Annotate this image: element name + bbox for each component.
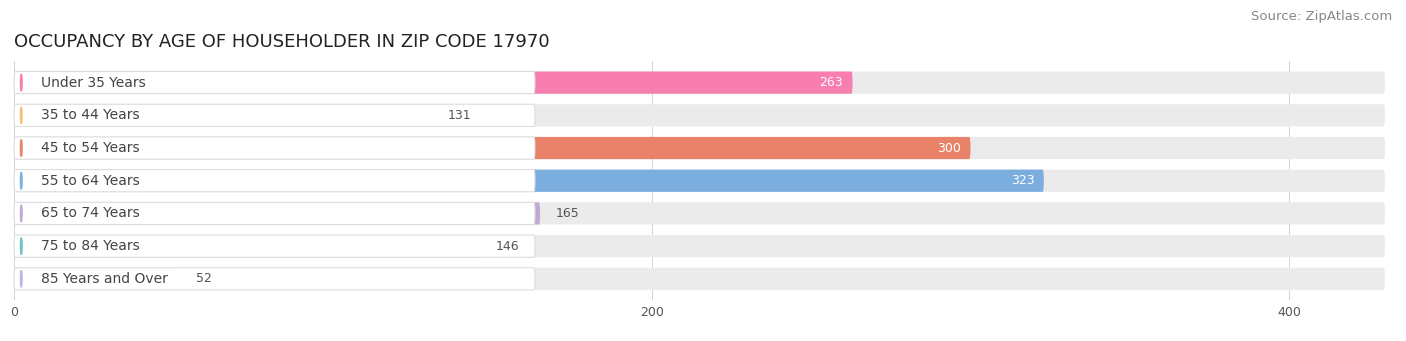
Text: Under 35 Years: Under 35 Years <box>41 76 146 90</box>
FancyBboxPatch shape <box>14 268 536 290</box>
FancyBboxPatch shape <box>14 137 1385 159</box>
FancyBboxPatch shape <box>14 268 180 290</box>
FancyBboxPatch shape <box>14 169 536 192</box>
Text: 85 Years and Over: 85 Years and Over <box>41 272 169 286</box>
Circle shape <box>21 74 22 91</box>
Text: 75 to 84 Years: 75 to 84 Years <box>41 239 141 253</box>
Circle shape <box>21 270 22 287</box>
Text: 35 to 44 Years: 35 to 44 Years <box>41 108 139 122</box>
Text: 323: 323 <box>1011 174 1035 187</box>
Text: 300: 300 <box>936 142 960 154</box>
FancyBboxPatch shape <box>14 235 1385 257</box>
Circle shape <box>21 205 22 222</box>
Text: 165: 165 <box>555 207 579 220</box>
Text: 146: 146 <box>495 240 519 253</box>
FancyBboxPatch shape <box>14 169 1385 192</box>
Text: 65 to 74 Years: 65 to 74 Years <box>41 206 141 220</box>
Circle shape <box>21 238 22 255</box>
Circle shape <box>21 107 22 124</box>
Text: 45 to 54 Years: 45 to 54 Years <box>41 141 139 155</box>
FancyBboxPatch shape <box>14 202 536 224</box>
FancyBboxPatch shape <box>14 137 536 159</box>
Text: 263: 263 <box>820 76 844 89</box>
FancyBboxPatch shape <box>14 104 536 127</box>
FancyBboxPatch shape <box>14 104 432 127</box>
Text: OCCUPANCY BY AGE OF HOUSEHOLDER IN ZIP CODE 17970: OCCUPANCY BY AGE OF HOUSEHOLDER IN ZIP C… <box>14 33 550 51</box>
FancyBboxPatch shape <box>14 104 1385 127</box>
FancyBboxPatch shape <box>14 137 970 159</box>
FancyBboxPatch shape <box>14 72 536 94</box>
FancyBboxPatch shape <box>14 72 1385 94</box>
FancyBboxPatch shape <box>14 202 1385 224</box>
FancyBboxPatch shape <box>14 169 1043 192</box>
FancyBboxPatch shape <box>14 72 852 94</box>
Text: 52: 52 <box>195 272 212 285</box>
FancyBboxPatch shape <box>14 235 479 257</box>
Text: 131: 131 <box>447 109 471 122</box>
FancyBboxPatch shape <box>14 268 1385 290</box>
FancyBboxPatch shape <box>14 202 540 224</box>
FancyBboxPatch shape <box>14 235 536 257</box>
Circle shape <box>21 139 22 157</box>
Text: 55 to 64 Years: 55 to 64 Years <box>41 174 141 188</box>
Circle shape <box>21 172 22 189</box>
Text: Source: ZipAtlas.com: Source: ZipAtlas.com <box>1251 10 1392 23</box>
